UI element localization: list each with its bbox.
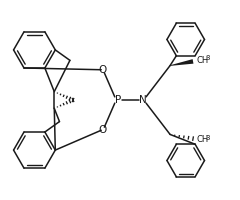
Text: N: N xyxy=(139,95,147,105)
Polygon shape xyxy=(170,59,193,66)
Text: 3: 3 xyxy=(205,55,210,61)
Text: O: O xyxy=(98,65,106,75)
Text: P: P xyxy=(115,95,121,105)
Text: O: O xyxy=(98,125,106,135)
Text: CH: CH xyxy=(196,135,208,144)
Text: 3: 3 xyxy=(205,135,210,141)
Text: CH: CH xyxy=(196,56,208,65)
